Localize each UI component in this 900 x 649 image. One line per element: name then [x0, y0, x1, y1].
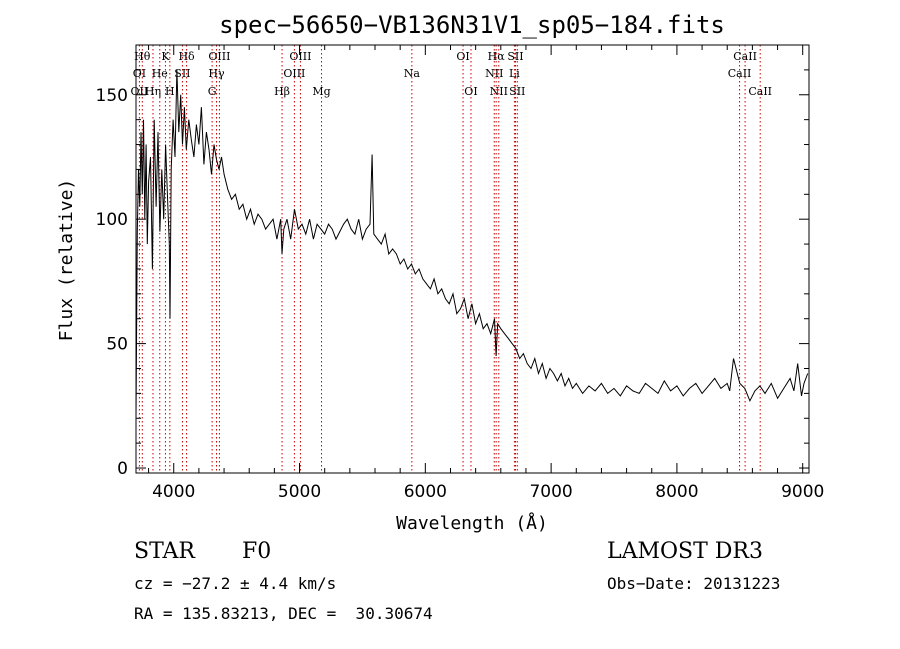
emission-line-label: OI — [456, 50, 469, 63]
emission-line-label: H — [165, 85, 175, 98]
survey-name: LAMOST DR3 — [607, 539, 763, 564]
x-tick-label: 4000 — [152, 482, 195, 502]
emission-line-label: OI — [133, 67, 146, 80]
redshift-readout: cz = −27.2 ± 4.4 km/s — [134, 574, 337, 593]
coordinates: RA = 135.83213, DEC = 30.30674 — [134, 604, 433, 623]
flux-series-line — [135, 69, 809, 419]
obs-date: Obs−Date: 20131223 — [607, 574, 781, 593]
x-tick-label: 6000 — [404, 482, 447, 502]
emission-line-label: Hγ — [208, 67, 225, 80]
emission-line-label: OI — [464, 85, 477, 98]
emission-line-markers — [138, 45, 761, 473]
plot-frame — [135, 44, 810, 474]
emission-line-label: SII — [174, 67, 190, 80]
emission-line-label: Hβ — [274, 85, 290, 98]
emission-line-label: OIII — [289, 50, 311, 63]
emission-line-label: NII — [490, 85, 508, 98]
x-axis-label: Wavelength (Å) — [396, 512, 548, 534]
emission-line-label: K — [161, 50, 170, 63]
emission-line-label: Hδ — [178, 50, 195, 63]
emission-line-label: OIII — [208, 50, 230, 63]
x-tick-label: 9000 — [781, 482, 824, 502]
object-subclass: F0 — [242, 539, 272, 564]
emission-line-label: Mg — [312, 85, 330, 98]
emission-line-label: He — [152, 67, 168, 80]
y-tick-label: 50 — [106, 335, 128, 355]
object-class: STAR — [134, 539, 195, 564]
axis-ticks: 4000 5000 6000 7000 8000 9000 0 50 100 150 — [96, 45, 824, 502]
emission-line-label: SII — [507, 50, 523, 63]
emission-line-label: SII — [509, 85, 525, 98]
y-tick-label: 0 — [117, 459, 128, 479]
emission-line-label: Hη — [145, 85, 161, 98]
emission-line-label: Li — [509, 67, 520, 80]
emission-line-label: Hα — [488, 50, 506, 63]
x-tick-label: 7000 — [529, 482, 572, 502]
chart-title: spec−56650−VB136N31V1_sp05−184.fits — [219, 11, 725, 39]
y-tick-label: 100 — [96, 210, 128, 230]
emission-line-label: OIII — [283, 67, 305, 80]
emission-line-label: Na — [404, 67, 421, 80]
emission-line-label: CaII — [733, 50, 757, 63]
emission-line-label: Hθ — [134, 50, 151, 63]
y-tick-label: 150 — [96, 86, 128, 106]
y-axis-label: Flux (relative) — [56, 179, 77, 342]
emission-line-label: CaII — [728, 67, 752, 80]
emission-line-label: CaII — [748, 85, 772, 98]
emission-line-label: NII — [485, 67, 503, 80]
x-tick-label: 8000 — [655, 482, 698, 502]
emission-line-label: G — [208, 85, 217, 98]
x-tick-label: 5000 — [278, 482, 321, 502]
